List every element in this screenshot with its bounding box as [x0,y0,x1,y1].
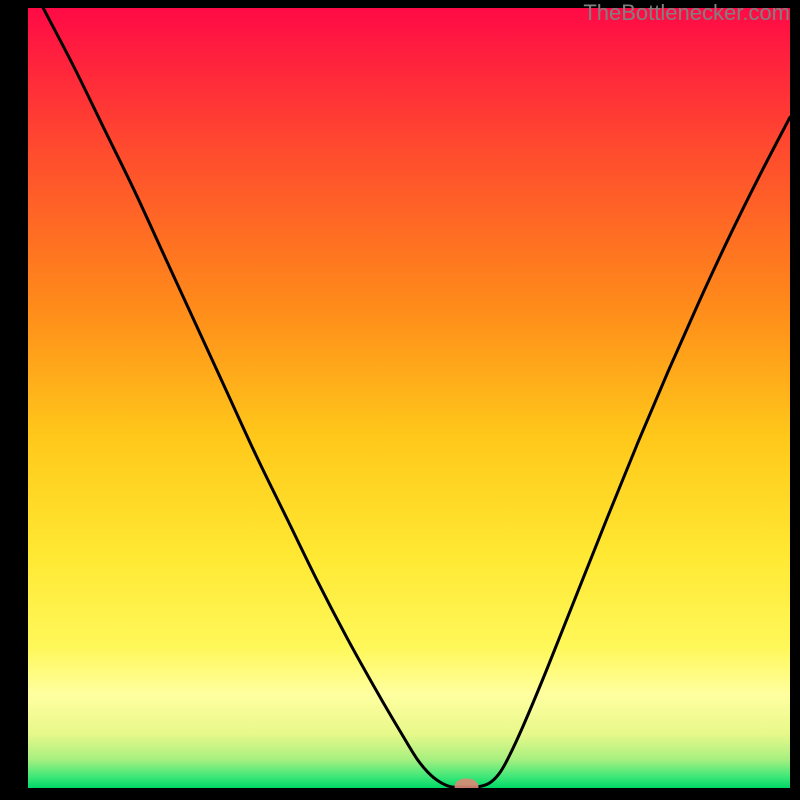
bottleneck-curve [28,8,790,788]
curve-path [43,8,790,787]
optimal-point-marker [455,778,479,788]
chart-container: TheBottlenecker.com [0,0,800,800]
watermark-text: TheBottlenecker.com [583,0,790,26]
plot-area [28,8,790,788]
